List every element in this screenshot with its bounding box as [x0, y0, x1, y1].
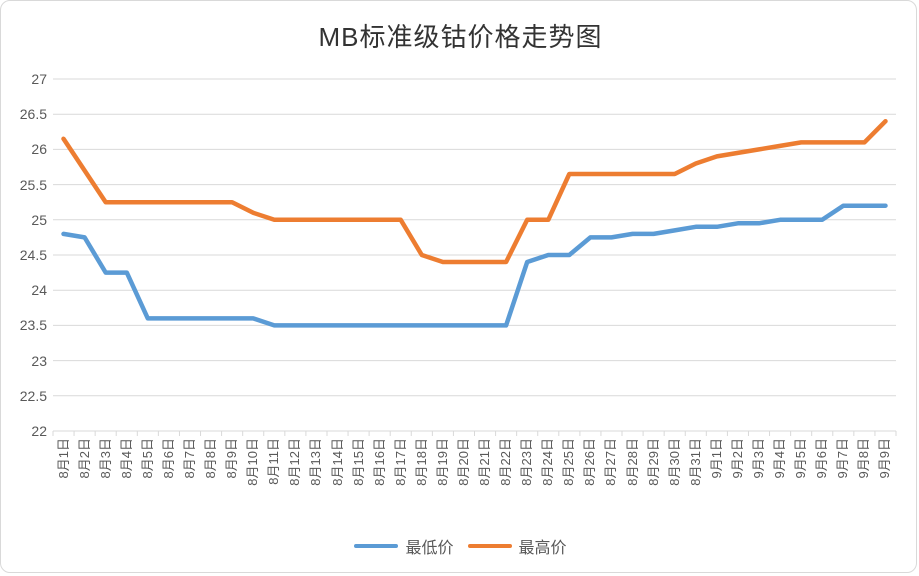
x-axis-label: 9月7日 — [835, 438, 851, 479]
series-line-min-price — [61, 203, 888, 328]
x-axis-label: 8月13日 — [308, 438, 324, 486]
x-axis-label: 8月6日 — [160, 438, 176, 479]
x-axis-label: 8月5日 — [139, 438, 155, 479]
x-axis-label: 8月3日 — [97, 438, 113, 479]
x-axis-label: 8月29日 — [645, 438, 661, 486]
x-axis-label: 8月17日 — [392, 438, 408, 486]
y-axis-label: 25 — [31, 211, 47, 228]
y-axis-label: 22 — [31, 423, 47, 439]
x-axis-label: 9月4日 — [772, 438, 788, 479]
legend-label-min-price: 最低价 — [405, 540, 454, 557]
y-axis-label: 27 — [31, 71, 47, 87]
x-axis-label: 8月18日 — [413, 438, 429, 486]
legend-label-max-price: 最高价 — [518, 540, 567, 557]
chart-legend: 最低价 最高价 — [1, 534, 919, 558]
x-axis-label: 8月24日 — [540, 438, 556, 486]
x-axis-label: 9月6日 — [814, 438, 830, 479]
legend-swatch-max-price — [467, 543, 512, 549]
x-axis-label: 9月8日 — [856, 438, 872, 479]
x-axis-label: 8月30日 — [666, 438, 682, 486]
series-line-max-price — [61, 118, 888, 265]
x-axis-label: 9月3日 — [751, 438, 766, 479]
x-axis-label: 8月21日 — [477, 438, 493, 486]
y-axis-label: 23 — [31, 352, 47, 369]
x-axis-label: 8月23日 — [519, 438, 535, 486]
x-axis-label: 8月28日 — [624, 438, 640, 486]
chart-title: MB标准级钴价格走势图 — [318, 22, 603, 52]
x-axis-label: 9月5日 — [793, 438, 809, 479]
x-axis-label: 8月15日 — [350, 438, 366, 486]
legend-swatch-min-price — [354, 543, 399, 549]
x-axis-label: 8月25日 — [561, 438, 577, 486]
x-axis-label: 8月19日 — [434, 438, 450, 486]
y-axis-label: 24.5 — [19, 247, 47, 263]
x-axis-label: 8月9日 — [224, 438, 240, 479]
x-axis-label: 8月4日 — [118, 438, 134, 479]
x-axis-label: 8月12日 — [287, 438, 303, 486]
y-axis-label: 22.5 — [19, 387, 47, 404]
y-axis-label: 26.5 — [19, 106, 47, 123]
x-axis-label: 8月14日 — [329, 438, 345, 486]
y-axis-label: 23.5 — [19, 317, 47, 334]
x-axis-label: 8月11日 — [266, 438, 282, 485]
y-axis-label: 24 — [31, 282, 47, 299]
legend-item-min-price: 最低价 — [354, 534, 454, 558]
x-axis-label: 9月1日 — [708, 438, 724, 479]
x-axis-label: 8月8日 — [203, 438, 219, 479]
y-axis-label: 25.5 — [19, 176, 47, 193]
x-axis-label: 8月10日 — [245, 438, 261, 486]
x-axis-label: 8月27日 — [603, 438, 619, 486]
x-axis-label: 9月2日 — [729, 438, 745, 479]
x-axis-label: 8月1日 — [55, 438, 71, 479]
x-axis-label: 8月20日 — [455, 438, 471, 486]
x-axis-label: 8月26日 — [582, 438, 598, 486]
x-axis-label: 9月9日 — [877, 438, 893, 479]
legend-item-max-price: 最高价 — [467, 534, 567, 558]
x-axis-label: 8月2日 — [76, 438, 92, 479]
x-axis-label: 8月31日 — [687, 438, 703, 486]
x-axis-label: 8月16日 — [371, 438, 387, 486]
y-axis-label: 26 — [31, 141, 47, 158]
x-axis-label: 8月7日 — [181, 438, 197, 479]
x-axis-label: 8月22日 — [498, 438, 514, 486]
